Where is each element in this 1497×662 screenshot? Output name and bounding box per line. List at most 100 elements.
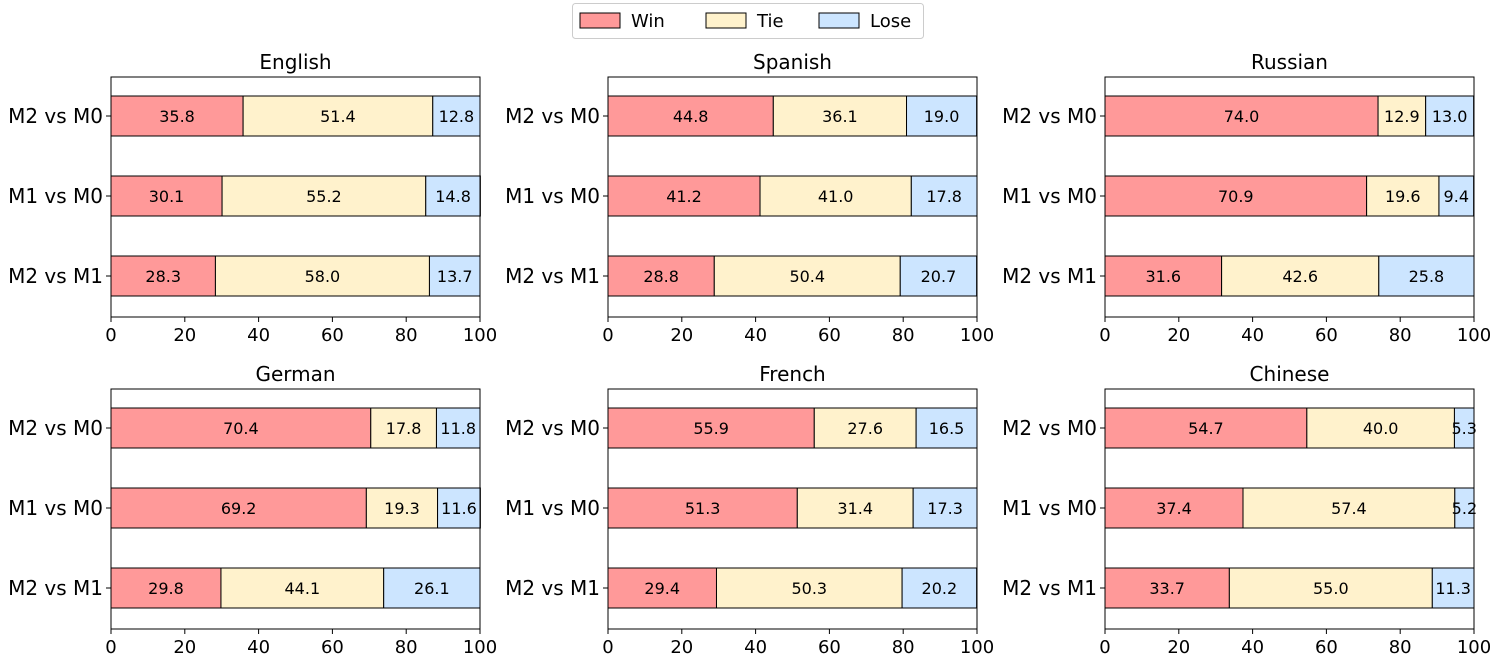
bar-win <box>607 567 717 609</box>
y-tick-label: M1 vs M0 <box>1002 496 1097 520</box>
bar-tie <box>242 95 434 137</box>
bar-win <box>1104 487 1244 529</box>
data-label: 19.6 <box>1385 187 1421 206</box>
y-tick-label: M1 vs M0 <box>8 184 103 208</box>
x-tick-label: 40 <box>744 637 767 658</box>
data-label: 20.2 <box>922 579 958 598</box>
legend-label-tie: Tie <box>756 11 784 32</box>
bar-lose <box>910 175 978 217</box>
data-label: 33.7 <box>1149 579 1185 598</box>
data-label: 5.2 <box>1452 499 1477 518</box>
y-tick-label: M2 vs M0 <box>1002 416 1097 440</box>
y-tick-label: M2 vs M1 <box>1002 576 1097 600</box>
x-tick-label: 100 <box>1457 325 1491 346</box>
data-label: 58.0 <box>305 267 341 286</box>
data-label: 36.1 <box>822 107 858 126</box>
panel-french: French 55.9 27.6 16.5 M2 vs M0 51.3 31.4 17.3 M1… <box>505 362 994 658</box>
bar-tie <box>1306 407 1455 449</box>
x-tick-label: 20 <box>1167 637 1190 658</box>
x-tick-label: 100 <box>960 325 994 346</box>
bar-win <box>110 95 244 137</box>
bar-lose <box>1431 567 1475 609</box>
data-label: 13.7 <box>437 267 473 286</box>
x-tick-label: 100 <box>463 637 497 658</box>
data-label: 41.2 <box>666 187 702 206</box>
data-label: 5.3 <box>1451 419 1476 438</box>
x-tick-label: 0 <box>602 637 613 658</box>
axes-frame <box>1104 388 1475 630</box>
bar-win <box>110 255 216 297</box>
bar-tie <box>713 255 901 297</box>
panel-english: English 35.8 51.4 12.8 M2 vs M0 30.1 55.2 14.8 M… <box>8 50 497 346</box>
x-tick-label: 0 <box>105 325 116 346</box>
y-tick-label: M2 vs M0 <box>505 104 600 128</box>
panel-title: Russian <box>1251 50 1328 74</box>
x-tick-label: 60 <box>321 325 344 346</box>
bar-win <box>1104 95 1379 137</box>
data-label: 12.9 <box>1384 107 1420 126</box>
x-tick-label: 60 <box>1315 325 1338 346</box>
panel-title: Chinese <box>1250 362 1330 386</box>
bar-tie <box>221 175 427 217</box>
panel-chinese: Chinese 54.7 40.0 5.3 M2 vs M0 37.4 57.4 5.2 M1 … <box>1002 362 1491 658</box>
data-label: 30.1 <box>149 187 185 206</box>
y-tick-label: M2 vs M1 <box>505 264 600 288</box>
data-label: 13.0 <box>1432 107 1468 126</box>
y-tick-label: M1 vs M0 <box>505 184 600 208</box>
bar-tie <box>370 407 437 449</box>
x-tick-label: 80 <box>892 637 915 658</box>
data-label: 25.8 <box>1409 267 1445 286</box>
panel-title: French <box>759 362 825 386</box>
data-label: 31.6 <box>1145 267 1181 286</box>
bar-lose <box>1378 255 1475 297</box>
legend: Win Tie Lose <box>572 3 924 39</box>
panel-russian: Russian 74.0 12.9 13.0 M2 vs M0 70.9 19.6 9.4 M1… <box>1002 50 1491 346</box>
y-tick-label: M2 vs M1 <box>1002 264 1097 288</box>
legend-label-lose: Lose <box>870 11 911 32</box>
bar-tie <box>796 487 914 529</box>
data-label: 40.0 <box>1363 419 1399 438</box>
x-tick-label: 0 <box>1099 637 1110 658</box>
bar-win <box>1104 255 1223 297</box>
data-label: 37.4 <box>1156 499 1192 518</box>
legend-swatch-lose <box>818 12 860 29</box>
data-label: 44.8 <box>673 107 709 126</box>
bar-tie <box>1228 567 1433 609</box>
x-tick-label: 40 <box>1241 637 1264 658</box>
bar-lose <box>432 95 481 137</box>
data-label: 57.4 <box>1331 499 1367 518</box>
data-label: 69.2 <box>221 499 257 518</box>
bar-tie <box>1242 487 1456 529</box>
data-label: 35.8 <box>159 107 195 126</box>
x-tick-label: 20 <box>670 637 693 658</box>
data-label: 55.0 <box>1313 579 1349 598</box>
panel-title: German <box>255 362 335 386</box>
x-tick-label: 0 <box>602 325 613 346</box>
bar-tie <box>759 175 912 217</box>
bar-lose <box>912 487 978 529</box>
axes-frame <box>1104 76 1475 318</box>
data-label: 50.4 <box>789 267 825 286</box>
bar-lose <box>1425 95 1475 137</box>
bar-win <box>607 407 815 449</box>
x-tick-label: 60 <box>818 325 841 346</box>
x-tick-label: 60 <box>1315 637 1338 658</box>
bar-lose <box>906 95 978 137</box>
legend-swatch-win <box>579 12 621 29</box>
data-label: 19.3 <box>384 499 420 518</box>
data-label: 50.3 <box>791 579 827 598</box>
panel-spanish: Spanish 44.8 36.1 19.0 M2 vs M0 41.2 41.0 17.8 M… <box>505 50 994 346</box>
x-tick-label: 20 <box>173 637 196 658</box>
data-label: 55.9 <box>693 419 729 438</box>
bar-lose <box>425 175 481 217</box>
data-label: 27.6 <box>847 419 883 438</box>
bar-lose <box>899 255 978 297</box>
data-label: 9.4 <box>1444 187 1469 206</box>
bar-win <box>110 407 372 449</box>
bar-tie <box>813 407 917 449</box>
data-label: 12.8 <box>439 107 475 126</box>
data-label: 28.3 <box>145 267 181 286</box>
bar-win <box>110 487 367 529</box>
